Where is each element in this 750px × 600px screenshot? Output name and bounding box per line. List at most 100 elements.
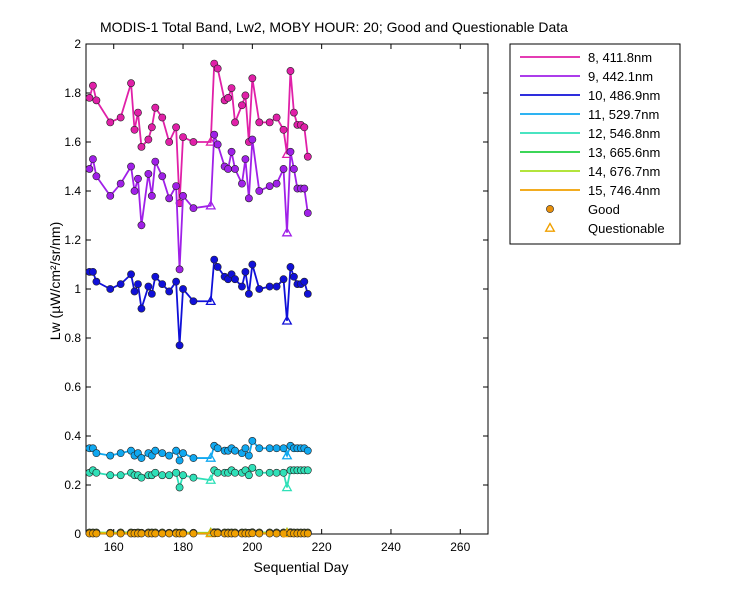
- data-point: [244, 289, 253, 298]
- y-tick-label: 0: [74, 527, 81, 541]
- data-point: [213, 468, 222, 477]
- data-point: [303, 466, 312, 475]
- data-point: [303, 152, 312, 161]
- y-tick-label: 2: [74, 37, 81, 51]
- data-point: [158, 113, 167, 122]
- data-point: [300, 184, 309, 193]
- data-point: [272, 468, 281, 477]
- data-point: [241, 444, 250, 453]
- data-point: [241, 91, 250, 100]
- data-point: [255, 285, 264, 293]
- data-point: [158, 449, 167, 458]
- data-point: [210, 255, 219, 264]
- data-point: [137, 473, 146, 482]
- data-point: [151, 529, 160, 538]
- x-axis-label: Sequential Day: [254, 559, 349, 575]
- data-point: [189, 204, 198, 213]
- data-point: [248, 135, 257, 144]
- data-point: [213, 444, 222, 453]
- data-point: [255, 118, 264, 127]
- data-point: [106, 471, 115, 480]
- data-point: [290, 272, 298, 281]
- data-point: [172, 182, 181, 190]
- data-point: [272, 282, 281, 291]
- data-point: [210, 130, 219, 139]
- data-point: [179, 133, 187, 141]
- data-point: [213, 263, 222, 271]
- data-point: [89, 267, 97, 276]
- data-point: [286, 67, 295, 75]
- data-point: [244, 471, 253, 480]
- plot-area: 160 180 200 220 240 260 0 0.2 0.4 0.6 0.8 1 1.2 1.4 1.…: [64, 37, 489, 554]
- y-tick-label: 1.2: [64, 233, 81, 247]
- data-point: [172, 446, 181, 455]
- data-point: [265, 118, 274, 127]
- data-point: [179, 529, 187, 538]
- data-point: [189, 473, 198, 482]
- y-tick-label: 1.4: [64, 184, 81, 198]
- data-point: [231, 468, 239, 477]
- data-point: [279, 275, 288, 284]
- data-point: [213, 140, 222, 149]
- data-point: [179, 471, 187, 480]
- data-point: [165, 138, 174, 146]
- questionable-point: [205, 136, 217, 146]
- questionable-point: [281, 449, 293, 460]
- data-point: [290, 108, 298, 117]
- data-point: [144, 135, 153, 144]
- data-point: [241, 267, 250, 276]
- series-line: [89, 256, 309, 346]
- data-point: [179, 191, 187, 200]
- legend-entry: 11, 529.7nm: [588, 107, 659, 122]
- data-point: [175, 483, 184, 492]
- data-point: [92, 529, 101, 538]
- data-point: [244, 451, 253, 460]
- data-point: [89, 81, 97, 90]
- data-point: [255, 529, 264, 538]
- data-point: [303, 209, 312, 217]
- data-point: [127, 162, 135, 171]
- y-tick-label: 0.4: [64, 429, 81, 443]
- data-point: [165, 451, 174, 460]
- legend: 8, 411.8nm 9, 442.1nm 10, 486.9nm 11, 529.7…: [509, 43, 681, 245]
- legend-marker-good: [546, 205, 554, 213]
- questionable-point: [205, 474, 217, 484]
- data-point: [137, 221, 146, 230]
- data-point: [165, 529, 174, 538]
- data-point: [244, 194, 253, 203]
- data-point: [238, 101, 246, 110]
- data-point: [147, 123, 156, 132]
- data-point: [231, 529, 239, 538]
- data-point: [231, 118, 239, 127]
- data-point: [158, 471, 167, 480]
- data-point: [147, 191, 156, 200]
- data-point: [106, 285, 115, 293]
- data-point: [151, 446, 160, 455]
- data-point: [151, 272, 160, 281]
- x-tick-label: 240: [381, 540, 401, 554]
- data-point: [279, 468, 288, 477]
- data-point: [175, 341, 184, 350]
- legend-entry: 9, 442.1nm: [588, 69, 653, 84]
- data-point: [134, 280, 142, 288]
- x-tick-label: 180: [173, 540, 193, 554]
- data-point: [151, 157, 160, 166]
- data-point: [227, 84, 236, 92]
- data-point: [255, 444, 264, 453]
- legend-marker-questionable: [544, 222, 556, 232]
- data-point: [92, 172, 101, 181]
- data-point: [227, 147, 236, 156]
- data-point: [147, 289, 156, 298]
- data-point: [279, 165, 288, 173]
- data-point: [286, 263, 295, 271]
- data-point: [151, 468, 160, 477]
- data-point: [213, 64, 222, 73]
- data-point: [106, 118, 115, 127]
- data-point: [224, 165, 232, 173]
- legend-box: [509, 43, 681, 245]
- data-point: [137, 142, 146, 151]
- data-point: [300, 123, 309, 132]
- data-point: [255, 468, 264, 477]
- data-point: [116, 280, 125, 288]
